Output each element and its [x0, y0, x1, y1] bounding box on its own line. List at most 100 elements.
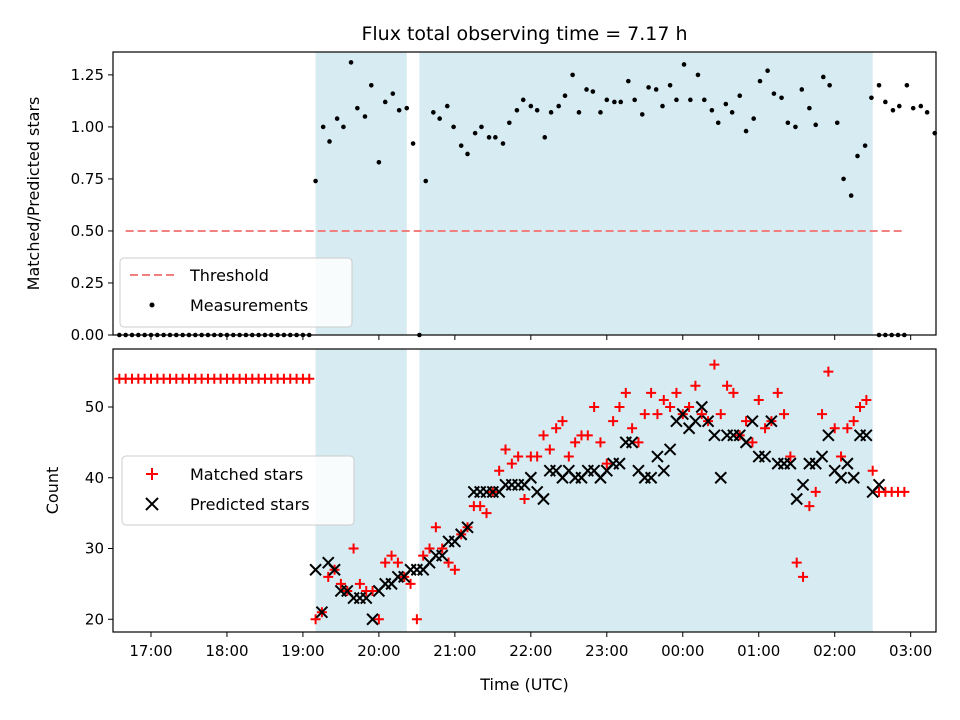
predicted-star-point	[366, 613, 379, 626]
matched-star-point	[506, 458, 517, 469]
measurement-point	[834, 120, 840, 126]
predicted-star-point	[701, 414, 715, 428]
matched-star-point	[481, 508, 492, 519]
top-legend-box	[119, 257, 353, 328]
measurement-point	[618, 99, 624, 105]
measurement-point	[821, 74, 826, 80]
measurement-point	[862, 143, 868, 148]
matched-star-point	[633, 437, 644, 448]
predicted-star-point	[872, 478, 886, 492]
matched-star-point	[798, 571, 809, 582]
measurement-point	[327, 139, 332, 144]
matched-star-point	[696, 409, 707, 420]
matched-star-point	[373, 614, 384, 625]
measurement-point	[534, 107, 540, 113]
matched-star-point	[405, 578, 416, 589]
measurement-point	[320, 124, 326, 130]
measurement-point	[520, 97, 526, 103]
matched-star-point	[715, 409, 726, 420]
predicted-star-point	[360, 591, 373, 605]
legend-matched-label: Matched stars	[190, 465, 303, 484]
predicted-star-point	[822, 429, 835, 442]
measurement-point	[793, 124, 798, 130]
bottom-y-ticks: 20 30 40 50	[85, 398, 113, 628]
matched-star-point	[823, 366, 834, 377]
matched-star-point	[418, 550, 429, 561]
measurement-point	[390, 91, 396, 96]
measurement-point	[313, 178, 318, 184]
measurement-point	[576, 110, 582, 115]
predicted-star-point	[796, 478, 810, 492]
measurement-point	[723, 101, 729, 107]
top-y-ticks: 0.00 0.25 0.50 0.75 1.00 1.25	[71, 66, 113, 344]
measurement-point	[639, 112, 645, 117]
measurement-point	[667, 82, 673, 88]
bottom-y-tick-label: 30	[85, 540, 104, 558]
bottom-x-ticks: 17:00 18:00 19:00 20:00 21:00 22:00 23:00 00:00…	[129, 632, 932, 660]
measurement-point	[458, 143, 464, 148]
measurement-point	[514, 107, 520, 113]
matched-star-point	[658, 394, 669, 405]
measurement-point	[751, 116, 756, 121]
measurement-point	[883, 99, 888, 105]
matched-star-point	[741, 416, 752, 427]
matched-star-point	[544, 444, 555, 455]
measurement-point	[779, 95, 784, 101]
measurement-point	[626, 78, 631, 84]
measurement-point	[709, 107, 715, 113]
measurement-point	[479, 124, 484, 130]
matched-star-point	[513, 451, 524, 462]
matched-star-point	[443, 557, 454, 568]
matched-star-point	[690, 380, 701, 391]
matched-star-point	[646, 387, 657, 398]
measurement-point	[876, 82, 882, 88]
matched-star-point	[304, 373, 315, 384]
matched-star-point	[430, 522, 441, 533]
bottom-x-tick-label: 00:00	[661, 642, 704, 660]
measurement-point	[771, 91, 777, 96]
x-axis-label: Time (UTC)	[479, 675, 568, 694]
top-y-tick-label: 1.00	[71, 118, 104, 136]
measurement-point	[570, 72, 575, 78]
measurement-point	[423, 178, 429, 184]
matched-stars-series	[114, 359, 910, 625]
top-y-tick-label: 0.25	[71, 274, 104, 292]
bottom-panel: 20 30 40 50 17:00 18:00 19:00 20:00 21:00 22:00 2…	[43, 348, 937, 694]
matched-star-point	[810, 486, 821, 497]
bottom-x-tick-label: 20:00	[357, 642, 400, 660]
measurement-point	[355, 105, 360, 111]
matched-star-point	[519, 493, 530, 504]
bottom-x-tick-label: 01:00	[737, 642, 780, 660]
measurement-point	[612, 99, 617, 105]
predicted-star-point	[657, 464, 670, 477]
bottom-shaded-intervals	[315, 349, 873, 632]
matched-star-point	[392, 557, 403, 568]
predicted-star-point	[524, 471, 538, 484]
legend-threshold-label: Threshold	[189, 266, 269, 285]
matched-star-point	[627, 423, 638, 434]
measurement-point	[472, 130, 478, 136]
predicted-star-point	[309, 563, 322, 576]
matched-star-point	[639, 409, 650, 420]
measurement-point	[465, 151, 470, 157]
matched-star-point	[684, 402, 695, 413]
measurement-point	[743, 128, 749, 134]
matched-star-point	[747, 437, 758, 448]
predicted-star-point	[461, 521, 474, 534]
top-y-tick-label: 0.75	[71, 170, 104, 188]
measurement-point	[507, 120, 512, 126]
bottom-y-tick-label: 40	[85, 469, 104, 487]
matched-star-point	[848, 416, 859, 427]
predicted-star-point	[739, 436, 753, 449]
matched-star-point	[551, 423, 562, 434]
matched-star-point	[354, 578, 365, 589]
measurement-point	[590, 89, 596, 94]
matched-star-point	[538, 430, 549, 441]
measurement-point	[528, 103, 534, 109]
top-legend: Threshold Measurements	[119, 257, 353, 328]
measurement-point	[493, 135, 498, 140]
measurement-point	[486, 135, 492, 140]
matched-star-point	[804, 501, 815, 512]
measurement-point	[688, 97, 693, 103]
